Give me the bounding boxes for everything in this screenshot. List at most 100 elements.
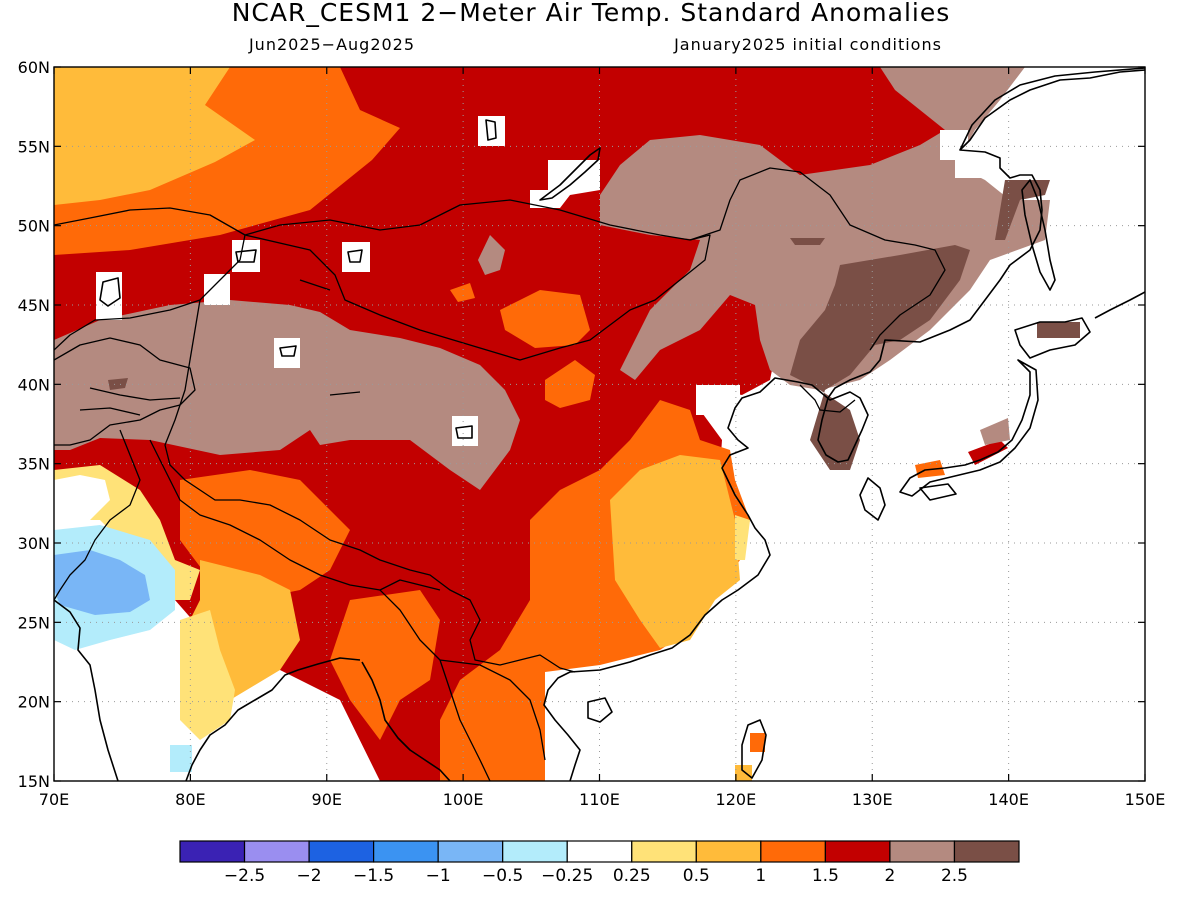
lat-tick-label: 40N: [18, 375, 50, 394]
lake-khovsgol: [485, 119, 497, 141]
border-china-west: [164, 299, 576, 673]
coastline-taiwan: [741, 719, 767, 779]
lat-tick-label: 60N: [18, 58, 50, 77]
colorbar-label: −0.25: [541, 866, 593, 886]
anomaly-shading: [54, 67, 1080, 781]
colorbar-label: 1: [755, 866, 766, 886]
lat-tick-label: 30N: [18, 534, 50, 553]
coastline-sakhalin: [1021, 179, 1056, 291]
colorbar-bin: [502, 840, 568, 863]
shade-band-0p5-1-east-china: [610, 455, 740, 648]
coastline-east-asia: [543, 69, 1145, 781]
shade-band-0p5-1-northwest: [54, 67, 255, 205]
colorbar-bin: [631, 840, 697, 863]
coastline-arabian-sea: [54, 599, 119, 781]
country-outlines: [54, 67, 1145, 781]
colorbar-label: −1.5: [353, 866, 394, 886]
coastline-hokkaido: [1014, 317, 1091, 359]
border-india-pakistan: [54, 429, 141, 601]
coastline-honshu: [899, 359, 1039, 497]
coastline-hainan: [587, 697, 613, 723]
map-subtitle-period: Jun2025−Aug2025: [248, 35, 415, 54]
lon-tick-label: 70E: [39, 790, 69, 809]
border-himalaya: [149, 439, 441, 591]
shade-band-above-2p5-hokkaido: [1037, 322, 1080, 338]
shade-band-0p5-1-taiwan: [735, 765, 752, 781]
map-plot-area: [54, 67, 1145, 781]
colorbar-label: 0.25: [613, 866, 651, 886]
colorbar-bin: [179, 840, 246, 863]
shade-band-above-2p5-west: [108, 378, 128, 390]
coastline-kyushu-shikoku: [859, 477, 957, 521]
map-title: NCAR_CESM1 2−Meter Air Temp. Standard An…: [232, 0, 951, 27]
lake-zaysan: [235, 249, 257, 263]
lat-tick-label: 15N: [18, 772, 50, 791]
shade-band-above-2p5-mid: [790, 238, 825, 245]
colorbar-bin: [373, 840, 439, 863]
colorbar-bin: [760, 840, 826, 863]
colorbar-bin: [889, 840, 956, 863]
colorbar-bin: [243, 840, 310, 863]
border-korea: [799, 384, 856, 413]
lat-tick-label: 55N: [18, 137, 50, 156]
colorbar-label: 0.5: [683, 866, 710, 886]
border-china-mongolia: [244, 199, 711, 361]
colorbar-label: −2: [297, 866, 322, 886]
coastline-myanmar: [361, 661, 451, 781]
border-kazakhstan: [54, 207, 246, 351]
colorbar: −2.5 −2 −1.5 −1 −0.5 −0.25 0.25 0.5 1 1.5 2 2.5: [179, 840, 1020, 886]
lat-tick-label: 25N: [18, 613, 50, 632]
map-subtitle-init: January2025 initial conditions: [673, 35, 942, 54]
lake-qinghai: [455, 425, 473, 439]
shade-band-2-2p5-japan: [980, 418, 1010, 445]
lake-balkhash: [99, 277, 121, 307]
border-china-russia-east: [689, 167, 946, 351]
colorbar-label: 1.5: [812, 866, 839, 886]
lat-tick-label: 35N: [18, 455, 50, 474]
coastline-south-asia: [185, 657, 361, 781]
colorbar-label: 2.5: [941, 866, 968, 886]
colorbar-bin: [695, 840, 762, 863]
shade-band-2-2p5-mongolia: [478, 235, 505, 275]
colorbar-bin: [437, 840, 504, 863]
map-axes: 70E 80E 90E 100E 110E 120E 130E 140E 150E 15N 20N 2…: [18, 58, 1166, 809]
colorbar-label: −0.5: [482, 866, 523, 886]
lat-tick-label: 45N: [18, 296, 50, 315]
colorbar-bin: [308, 840, 375, 863]
lon-tick-label: 80E: [175, 790, 205, 809]
lon-tick-label: 100E: [443, 790, 484, 809]
lat-tick-label: 50N: [18, 217, 50, 236]
lon-tick-label: 110E: [579, 790, 620, 809]
coastline-kamchatka: [1094, 291, 1145, 319]
border-central-asia: [54, 337, 196, 446]
colorbar-bin: [953, 840, 1020, 863]
lat-tick-label: 20N: [18, 693, 50, 712]
lake-ubsu: [347, 249, 363, 263]
border-myanmar-thailand: [379, 589, 546, 781]
lake-baikal: [539, 147, 601, 201]
colorbar-label: −2.5: [224, 866, 265, 886]
lon-tick-label: 90E: [312, 790, 342, 809]
colorbar-bin: [824, 840, 891, 863]
shade-band-1-1p5-taiwan: [750, 733, 765, 752]
shade-band-0p25-0p5-india: [180, 610, 235, 740]
shade-band-neg0p5-neg0p25-small: [170, 745, 192, 772]
shade-band-0p5-1-coast: [735, 515, 750, 560]
lon-tick-label: 130E: [852, 790, 893, 809]
colorbar-label: −1: [426, 866, 451, 886]
lon-tick-label: 150E: [1125, 790, 1166, 809]
lake-issyk-kul: [279, 345, 297, 357]
shade-band-2-2p5-west: [54, 300, 520, 490]
lake-outlines: [99, 119, 601, 439]
coastline-sea-of-okhotsk: [959, 67, 1145, 151]
shade-band-1p5-2-japan: [968, 440, 1008, 465]
colorbar-bin: [566, 840, 633, 863]
shade-band-1-1p5-small: [450, 283, 475, 302]
lon-tick-label: 120E: [716, 790, 757, 809]
lon-tick-label: 140E: [988, 790, 1029, 809]
colorbar-label: 2: [885, 866, 896, 886]
border-interior-lines: [79, 279, 361, 416]
shade-band-1-1p5-bay: [330, 590, 440, 740]
shade-band-neg0p25-0p25: [54, 475, 110, 525]
